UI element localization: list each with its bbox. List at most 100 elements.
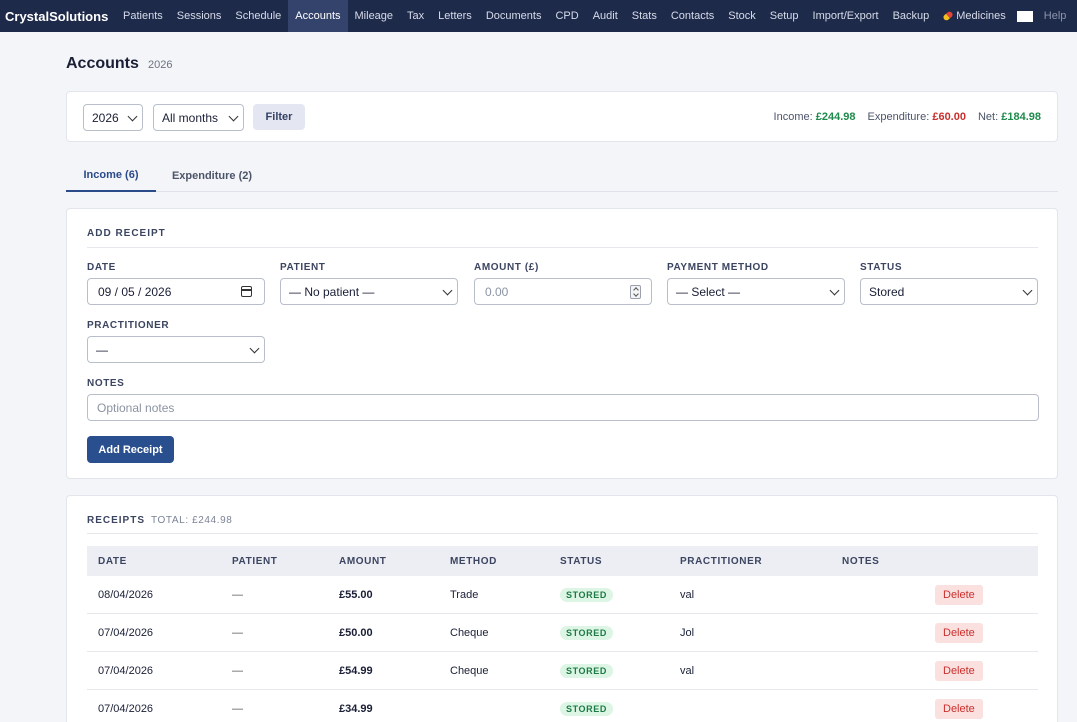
cell-patient: — [232,588,243,601]
divider [87,247,1038,248]
date-input[interactable]: 09 / 05 / 2026 [87,278,265,305]
status-badge: STORED [560,625,613,640]
cell-amount: £55.00 [339,588,373,601]
payment-method-value: — Select — [676,284,741,299]
notes-input[interactable]: Optional notes [87,394,1039,421]
column-header-method[interactable]: METHOD [450,555,497,567]
cell-patient: — [232,626,243,639]
cell-amount: £50.00 [339,626,373,639]
month-select-value: All months [162,110,219,125]
chevron-down-icon [442,285,453,296]
cell-method: Trade [450,588,479,601]
cell-actions: Delete [935,652,983,689]
practitioner-select[interactable]: — [87,336,265,363]
practitioner-label: PRACTITIONER [87,320,170,331]
column-header-amount[interactable]: AMOUNT [339,555,387,567]
table-row: 07/04/2026 — £50.00 Cheque STORED Jol De… [87,614,1038,652]
delete-button[interactable]: Delete [935,584,983,605]
cell-practitioner: val [680,664,695,677]
nav-items: Patients Sessions Schedule Accounts Mile… [116,0,1013,32]
column-header-date[interactable]: DATE [98,555,127,567]
chevron-down-icon [249,343,260,354]
nav-item-patients[interactable]: Patients [123,10,163,22]
status-select-value: Stored [869,284,905,299]
nav-item-stock[interactable]: Stock [728,10,756,22]
nav-item-backup[interactable]: Backup [892,10,930,22]
cell-method: Cheque [450,626,489,639]
patient-select[interactable]: — No patient — [280,278,458,305]
nav-item-stats[interactable]: Stats [631,10,657,22]
nav-item-schedule[interactable]: Schedule [235,10,282,22]
status-select[interactable]: Stored [860,278,1038,305]
nav-item-sessions[interactable]: Sessions [176,10,222,22]
nav-item-medicines[interactable]: Medicines [936,0,1013,32]
payment-method-select[interactable]: — Select — [667,278,845,305]
nav-item-medicines-label: Medicines [956,10,1006,22]
nav-item-letters[interactable]: Letters [438,10,472,22]
amount-placeholder: 0.00 [485,284,509,299]
chevron-down-icon [829,285,840,296]
month-select[interactable]: All months [153,104,244,131]
date-label: DATE [87,262,116,273]
tab-expenditure[interactable]: Expenditure (2) [171,170,253,182]
column-header-notes[interactable]: NOTES [842,555,880,567]
cell-date: 07/04/2026 [98,702,154,715]
nav-item-mileage[interactable]: Mileage [354,10,394,22]
brand-logo[interactable]: CrystalSolutions [5,8,109,24]
net-value: £184.98 [1001,111,1041,123]
nav-item-cpd[interactable]: CPD [555,10,579,22]
nav-item-contacts[interactable]: Contacts [670,10,715,22]
cell-actions: Delete [935,614,983,651]
column-header-status[interactable]: STATUS [560,555,603,567]
column-header-patient[interactable]: PATIENT [232,555,278,567]
stepper-icon[interactable] [630,285,641,299]
theme-toggle[interactable] [1016,10,1033,22]
nav-item-setup[interactable]: Setup [769,10,799,22]
receipts-total: TOTAL: £244.98 [151,515,233,526]
add-receipt-card: ADD RECEIPT DATE 09 / 05 / 2026 PATIENT … [66,208,1058,479]
chevron-down-icon [1022,285,1033,296]
page-year: 2026 [148,59,173,71]
payment-method-label: PAYMENT METHOD [667,262,769,273]
cell-practitioner: val [680,588,695,601]
calendar-icon[interactable] [241,286,252,297]
chevron-down-icon [127,111,138,122]
cell-date: 07/04/2026 [98,626,154,639]
totals-summary: Income: £244.98 Expenditure: £60.00 Net: £… [774,111,1041,123]
cell-actions: Delete [935,576,983,613]
receipts-title-label: RECEIPTS [87,515,146,526]
cell-date: 07/04/2026 [98,664,154,677]
expenditure-label: Expenditure: [867,111,930,123]
delete-button[interactable]: Delete [935,698,983,719]
nav-item-audit[interactable]: Audit [592,10,618,22]
net-label: Net: [977,111,999,123]
amount-input[interactable]: 0.00 [474,278,652,305]
add-receipt-button[interactable]: Add Receipt [87,436,174,463]
cell-method: Cheque [450,664,489,677]
nav-item-accounts[interactable]: Accounts [288,0,348,32]
add-receipt-title: ADD RECEIPT [87,228,166,239]
receipts-title: RECEIPTS TOTAL: £244.98 [87,515,232,526]
year-select-value: 2026 [92,110,119,125]
pill-icon [941,9,955,23]
table-row: 08/04/2026 — £55.00 Trade STORED val Del… [87,576,1038,614]
nav-item-tax[interactable]: Tax [407,10,425,22]
cell-date: 08/04/2026 [98,588,154,601]
notes-placeholder: Optional notes [97,400,175,415]
cell-patient: — [232,702,243,715]
filter-button[interactable]: Filter [253,104,305,130]
delete-button[interactable]: Delete [935,660,983,681]
nav-item-import-export[interactable]: Import/Export [812,10,879,22]
tab-income[interactable]: Income (6) [66,160,156,192]
cell-amount: £54.99 [339,664,373,677]
nav-item-documents[interactable]: Documents [485,10,542,22]
status-badge: STORED [560,701,613,716]
column-header-practitioner[interactable]: PRACTITIONER [680,555,763,567]
year-select[interactable]: 2026 [83,104,143,131]
status-label: STATUS [860,262,903,273]
cell-status: STORED [560,652,613,689]
delete-button[interactable]: Delete [935,622,983,643]
receipts-card: RECEIPTS TOTAL: £244.98 DATE PATIENT AMOU… [66,495,1058,722]
help-link[interactable]: Help [1043,10,1067,22]
cell-status: STORED [560,690,613,722]
